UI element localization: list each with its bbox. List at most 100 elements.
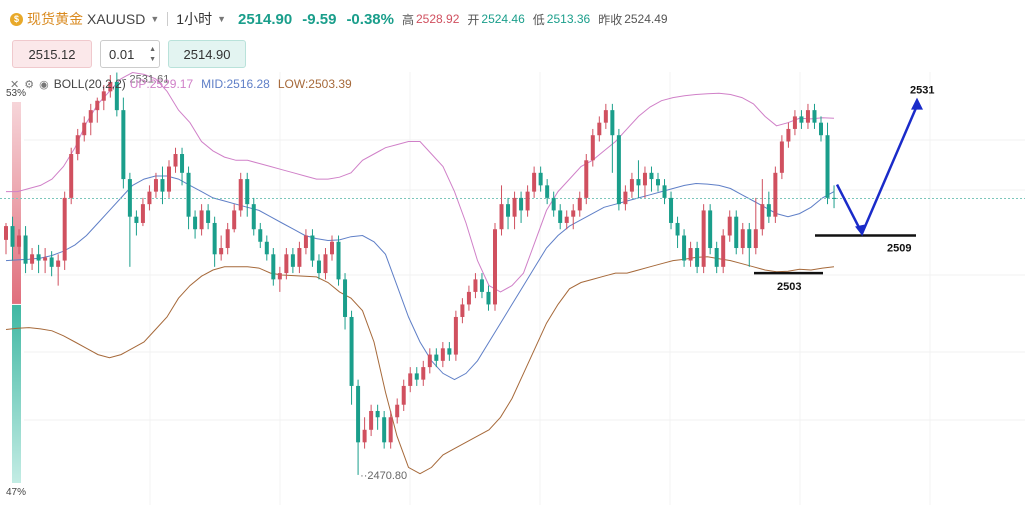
candle-body (330, 241, 334, 255)
buy-price-button[interactable]: 2514.90 (168, 40, 246, 68)
target-label-2531: 2531 (910, 85, 934, 97)
candle-body (512, 197, 517, 217)
sell-price-button[interactable]: 2515.12 (12, 40, 92, 68)
last-price: 2514.90 (238, 10, 293, 28)
settings-icon[interactable]: ⚙ (24, 78, 35, 91)
candle-body (571, 210, 576, 217)
candle-body (10, 226, 15, 247)
low-price-label: ··2470.80 (360, 470, 407, 482)
candle-body (43, 257, 48, 261)
candle-body (506, 204, 511, 217)
candle-body (597, 122, 602, 136)
candle-body (760, 204, 765, 230)
target-label-2509: 2509 (887, 242, 911, 254)
candle-body (734, 216, 739, 249)
prev-close-label: 昨收 (598, 12, 623, 27)
boll-mid-value: MID:2516.28 (201, 77, 270, 91)
candle-body (590, 135, 595, 161)
candle-body (369, 410, 374, 430)
candle-body (153, 179, 158, 192)
collapse-icon[interactable]: ✕ (10, 78, 20, 91)
sentiment-bottom-pct: 47% (6, 487, 27, 498)
candle-body (479, 279, 484, 292)
high-label: 高 (401, 12, 414, 27)
candle-body (290, 254, 295, 267)
candle-body (180, 154, 185, 173)
candle-body (88, 110, 93, 123)
candle-body (812, 110, 817, 123)
candle-body (173, 154, 178, 167)
quantity-value[interactable]: 0.01 (109, 47, 135, 62)
candle-body (460, 304, 465, 317)
candle-body (499, 204, 504, 230)
candle-body (127, 179, 132, 217)
candle-body (825, 135, 830, 198)
decrement-icon[interactable]: ▼ (149, 56, 156, 63)
candle-body (453, 316, 458, 355)
candle-body (30, 254, 35, 264)
candle-body (160, 179, 165, 192)
symbol-dropdown-icon[interactable]: ▼ (150, 14, 160, 24)
candle-body (36, 254, 41, 261)
candle-body (584, 160, 589, 198)
sentiment-top-pct: 53% (6, 88, 27, 99)
boll-up-value: UP:2529.17 (129, 77, 194, 91)
candle-body (440, 348, 445, 361)
candle-body (62, 197, 67, 261)
candle-body (395, 404, 400, 418)
candle-body (832, 197, 837, 199)
candle-body (519, 197, 524, 211)
sentiment-bull-bar (12, 102, 21, 304)
candle-body (766, 204, 771, 217)
candle-body (616, 135, 621, 205)
gold-coin-icon: $ (10, 12, 23, 26)
candle-body (623, 191, 628, 205)
candle-body (551, 197, 556, 211)
forecast-arrowhead (911, 97, 923, 110)
low-value: 2513.36 (546, 12, 591, 26)
candle-body (212, 222, 217, 255)
candle-body (414, 373, 419, 380)
candle-body (558, 210, 563, 223)
candle-body (232, 210, 237, 230)
timeframe-dropdown-icon[interactable]: ▼ (217, 14, 226, 24)
candle-body (473, 279, 478, 292)
candle-body (786, 128, 791, 142)
candle-body (108, 81, 113, 92)
candle-body (649, 172, 654, 180)
candle-body (82, 122, 87, 136)
target-label-2503: 2503 (777, 281, 801, 293)
candle-body (447, 348, 452, 355)
candle-body (382, 417, 387, 443)
quantity-stepper[interactable]: 0.01 ▲ ▼ (100, 40, 160, 68)
candle-body (434, 354, 439, 361)
timeframe-select[interactable]: 1小时 (176, 11, 213, 27)
candle-body (603, 110, 608, 123)
candle-body (251, 204, 256, 230)
candle-body (773, 172, 778, 217)
candle-body (408, 373, 413, 386)
eye-icon[interactable]: ◉ (39, 78, 49, 91)
candle-body (303, 235, 308, 249)
candle-body (525, 191, 530, 211)
candle-body (310, 235, 315, 261)
candle-body (708, 210, 713, 249)
candle-body (245, 179, 250, 205)
symbol-name[interactable]: 现货黄金 (27, 11, 83, 27)
low-label: 低 (532, 12, 545, 27)
candle-body (95, 100, 100, 111)
boll-middle-band (5, 175, 835, 381)
candle-body (17, 235, 22, 247)
candle-body (258, 229, 263, 242)
candle-body (388, 417, 393, 443)
candle-body (375, 410, 380, 418)
symbol-code[interactable]: XAUUSD (87, 11, 146, 27)
boll-upper-band (6, 71, 835, 293)
candle-body (675, 222, 680, 236)
candle-body (688, 248, 693, 261)
candle-body (101, 91, 106, 101)
increment-icon[interactable]: ▲ (149, 46, 156, 53)
candle-body (349, 316, 354, 386)
candle-body (343, 279, 348, 317)
